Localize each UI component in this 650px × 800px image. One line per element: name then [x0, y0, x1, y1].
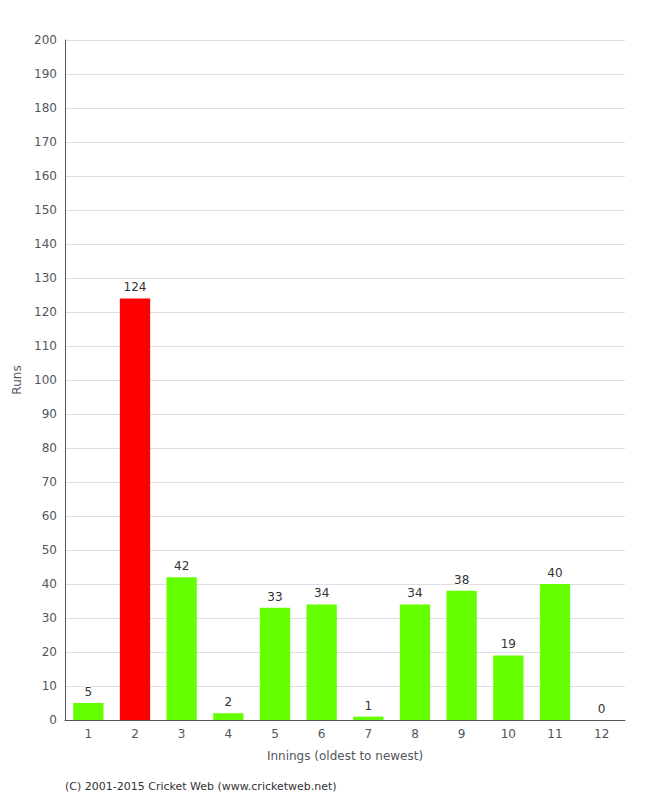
- svg-text:100: 100: [34, 373, 57, 387]
- svg-text:3: 3: [178, 727, 186, 741]
- svg-text:2: 2: [225, 695, 233, 709]
- svg-text:10: 10: [501, 727, 516, 741]
- svg-text:160: 160: [34, 169, 57, 183]
- svg-text:(C) 2001-2015 Cricket Web (www: (C) 2001-2015 Cricket Web (www.cricketwe…: [65, 780, 337, 793]
- svg-text:20: 20: [42, 645, 57, 659]
- svg-text:10: 10: [42, 679, 57, 693]
- svg-text:180: 180: [34, 101, 57, 115]
- svg-text:120: 120: [34, 305, 57, 319]
- svg-text:2: 2: [131, 727, 139, 741]
- svg-text:33: 33: [267, 590, 282, 604]
- svg-text:30: 30: [42, 611, 57, 625]
- svg-text:11: 11: [547, 727, 562, 741]
- svg-text:9: 9: [458, 727, 466, 741]
- svg-text:1: 1: [365, 699, 373, 713]
- svg-text:0: 0: [598, 702, 606, 716]
- svg-text:110: 110: [34, 339, 57, 353]
- svg-text:Innings (oldest to newest): Innings (oldest to newest): [267, 749, 423, 763]
- svg-text:60: 60: [42, 509, 57, 523]
- svg-text:50: 50: [42, 543, 57, 557]
- svg-text:7: 7: [365, 727, 373, 741]
- svg-text:Runs: Runs: [10, 365, 24, 394]
- svg-text:80: 80: [42, 441, 57, 455]
- svg-text:150: 150: [34, 203, 57, 217]
- svg-text:4: 4: [225, 727, 233, 741]
- svg-text:34: 34: [314, 586, 329, 600]
- svg-text:42: 42: [174, 559, 189, 573]
- svg-text:38: 38: [454, 573, 469, 587]
- svg-text:0: 0: [49, 713, 57, 727]
- svg-text:90: 90: [42, 407, 57, 421]
- svg-text:40: 40: [547, 566, 562, 580]
- svg-text:5: 5: [85, 685, 93, 699]
- svg-text:5: 5: [271, 727, 279, 741]
- svg-text:19: 19: [501, 637, 516, 651]
- svg-text:8: 8: [411, 727, 419, 741]
- svg-text:190: 190: [34, 67, 57, 81]
- svg-text:70: 70: [42, 475, 57, 489]
- svg-text:170: 170: [34, 135, 57, 149]
- svg-text:140: 140: [34, 237, 57, 251]
- svg-text:40: 40: [42, 577, 57, 591]
- svg-text:1: 1: [85, 727, 93, 741]
- svg-text:6: 6: [318, 727, 326, 741]
- svg-text:12: 12: [594, 727, 609, 741]
- svg-text:200: 200: [34, 33, 57, 47]
- svg-text:124: 124: [124, 280, 147, 294]
- svg-text:130: 130: [34, 271, 57, 285]
- svg-text:34: 34: [407, 586, 422, 600]
